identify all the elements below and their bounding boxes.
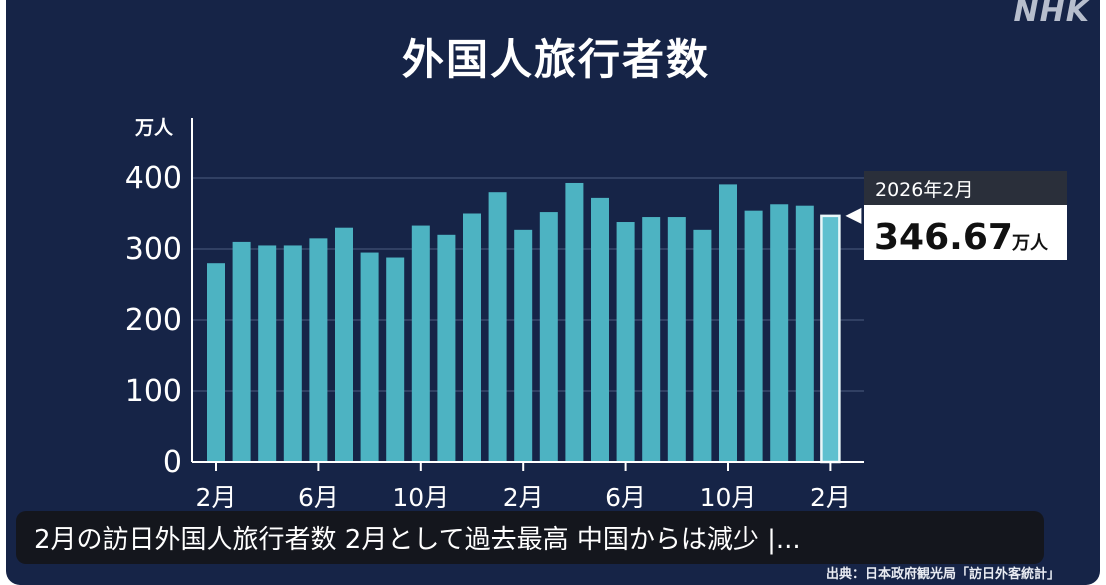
x-tick-label: 2月 <box>810 483 851 512</box>
highlighted-bar <box>820 214 841 464</box>
x-tick-label: 10月 <box>392 483 449 512</box>
bar <box>693 229 712 462</box>
chart-title: 外国人旅行者数 <box>401 35 710 84</box>
caption-text: 2月の訪日外国人旅行者数 2月として過去最高 中国からは減少 |... <box>34 525 801 555</box>
bar <box>488 192 507 462</box>
callout-pointer <box>845 207 862 224</box>
bar <box>591 197 609 462</box>
bar <box>309 238 328 462</box>
y-tick-label: 0 <box>163 445 182 480</box>
bar <box>719 184 737 462</box>
bar <box>616 222 635 462</box>
bar <box>437 234 456 462</box>
source-note: 出典：日本政府観光局「訪日外客統計」 <box>825 567 1060 582</box>
bar <box>770 204 789 462</box>
video-caption[interactable]: 2月の訪日外国人旅行者数 2月として過去最高 中国からは減少 |... <box>16 511 1044 564</box>
value-callout: 2026年2月 346.67 万人 <box>845 171 1067 260</box>
x-tick-label: 10月 <box>700 483 757 512</box>
y-tick-label: 100 <box>125 374 182 409</box>
y-tick-label: 200 <box>125 303 182 338</box>
callout-body <box>864 205 1067 260</box>
bar <box>386 257 405 462</box>
bar <box>795 205 814 462</box>
x-tick-label: 2月 <box>196 483 237 512</box>
y-tick-label: 400 <box>125 161 182 196</box>
y-tick-label: 300 <box>125 232 182 267</box>
bar <box>565 182 584 462</box>
bar <box>642 217 661 462</box>
x-tick-label: 2月 <box>503 483 544 512</box>
bar <box>283 245 302 462</box>
bar <box>411 225 430 462</box>
x-tick-label: 6月 <box>605 483 646 512</box>
callout-date: 2026年2月 <box>875 179 973 201</box>
bar <box>744 210 763 462</box>
bar <box>232 241 251 462</box>
bar <box>463 213 481 462</box>
callout-unit: 万人 <box>1011 233 1049 254</box>
bar <box>258 245 277 462</box>
bar <box>335 227 353 462</box>
y-axis-unit-label: 万人 <box>134 117 174 139</box>
bars <box>207 182 841 464</box>
bar <box>539 212 558 462</box>
bar <box>667 217 686 462</box>
bar <box>360 252 379 462</box>
bar <box>207 263 225 462</box>
callout-value: 346.67 <box>874 217 1013 258</box>
y-axis: 0 100 200 300 400 万人 <box>125 117 193 480</box>
chart-panel: NHK 外国人旅行者数 0 100 200 300 400 万人 2月 6月 10月 2月 6月 1… <box>6 0 1100 585</box>
bar <box>514 229 533 462</box>
x-axis: 2月 6月 10月 2月 6月 10月 2月 <box>192 461 864 512</box>
bar-chart: 0 100 200 300 400 万人 2月 6月 10月 2月 6月 10月 2月 2026年2月… <box>125 117 1067 512</box>
callout-header <box>864 171 1067 205</box>
x-tick-label: 6月 <box>298 483 339 512</box>
nhk-logo: NHK <box>1013 0 1090 29</box>
